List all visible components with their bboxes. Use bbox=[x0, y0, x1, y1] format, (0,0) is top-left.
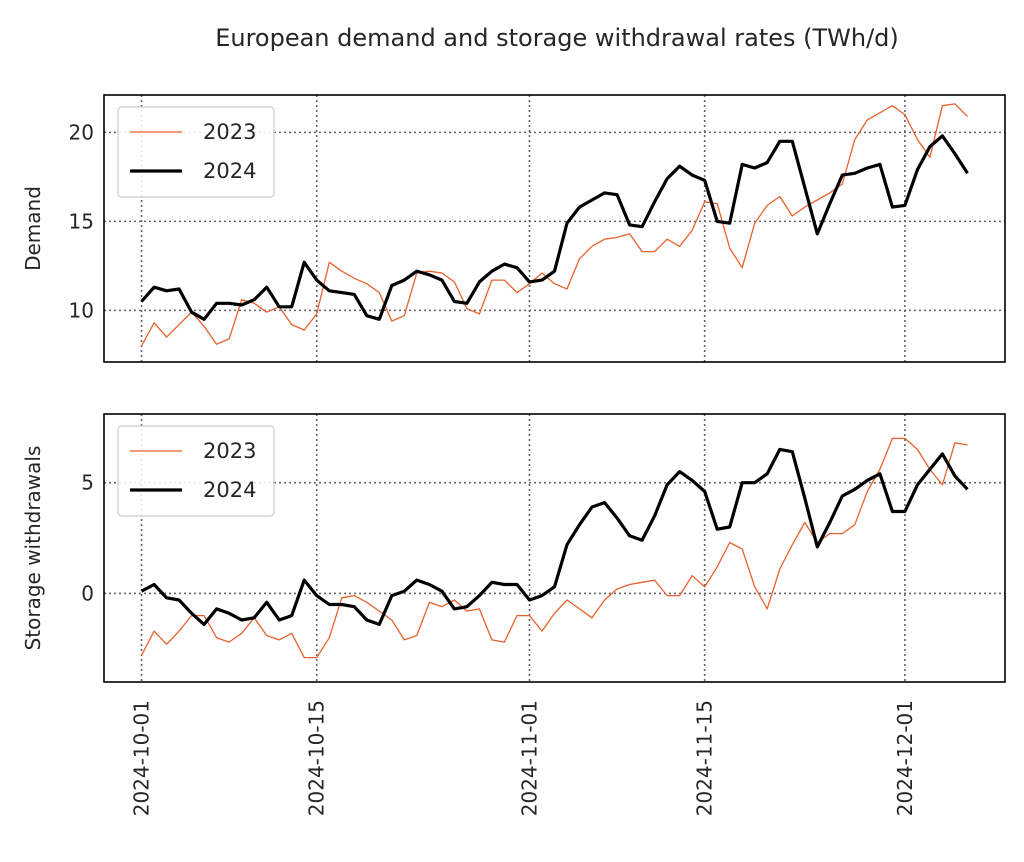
legend-label: 2023 bbox=[203, 120, 256, 144]
series-line-2024 bbox=[140, 134, 969, 321]
chart-title: European demand and storage withdrawal r… bbox=[215, 24, 899, 52]
y-axis-label: Demand bbox=[21, 186, 45, 271]
axes-frame bbox=[103, 413, 1006, 683]
legend: 2023 2024 bbox=[117, 425, 275, 517]
legend-label: 2023 bbox=[203, 439, 256, 463]
legend-label: 2024 bbox=[203, 478, 256, 502]
series-line-2023 bbox=[140, 437, 968, 659]
axes-frame bbox=[103, 94, 1006, 363]
legend-label: 2024 bbox=[203, 159, 256, 183]
x-tick-label: 2024-11-01 bbox=[517, 700, 541, 816]
y-tick-label: 15 bbox=[69, 209, 94, 233]
panel-2: 0 5 Storage withdrawals 2023 2024 2024-10-01 2… bbox=[21, 413, 1006, 816]
panel-1: 10 15 20 Demand 2023 2024 bbox=[21, 94, 1006, 363]
series-line-2024 bbox=[140, 447, 969, 627]
y-axis-label: Storage withdrawals bbox=[21, 446, 45, 651]
legend-box bbox=[117, 106, 275, 198]
x-tick-label: 2024-12-01 bbox=[893, 700, 917, 816]
y-tick-label: 10 bbox=[69, 298, 94, 322]
y-tick-label: 5 bbox=[81, 471, 94, 495]
legend-box bbox=[117, 425, 275, 517]
x-tick-label: 2024-10-01 bbox=[130, 700, 154, 816]
x-tick-label: 2024-10-15 bbox=[305, 700, 329, 816]
y-tick-label: 0 bbox=[81, 581, 94, 605]
x-tick-label: 2024-11-15 bbox=[693, 700, 717, 816]
y-tick-label: 20 bbox=[69, 120, 94, 144]
legend: 2023 2024 bbox=[117, 106, 275, 198]
